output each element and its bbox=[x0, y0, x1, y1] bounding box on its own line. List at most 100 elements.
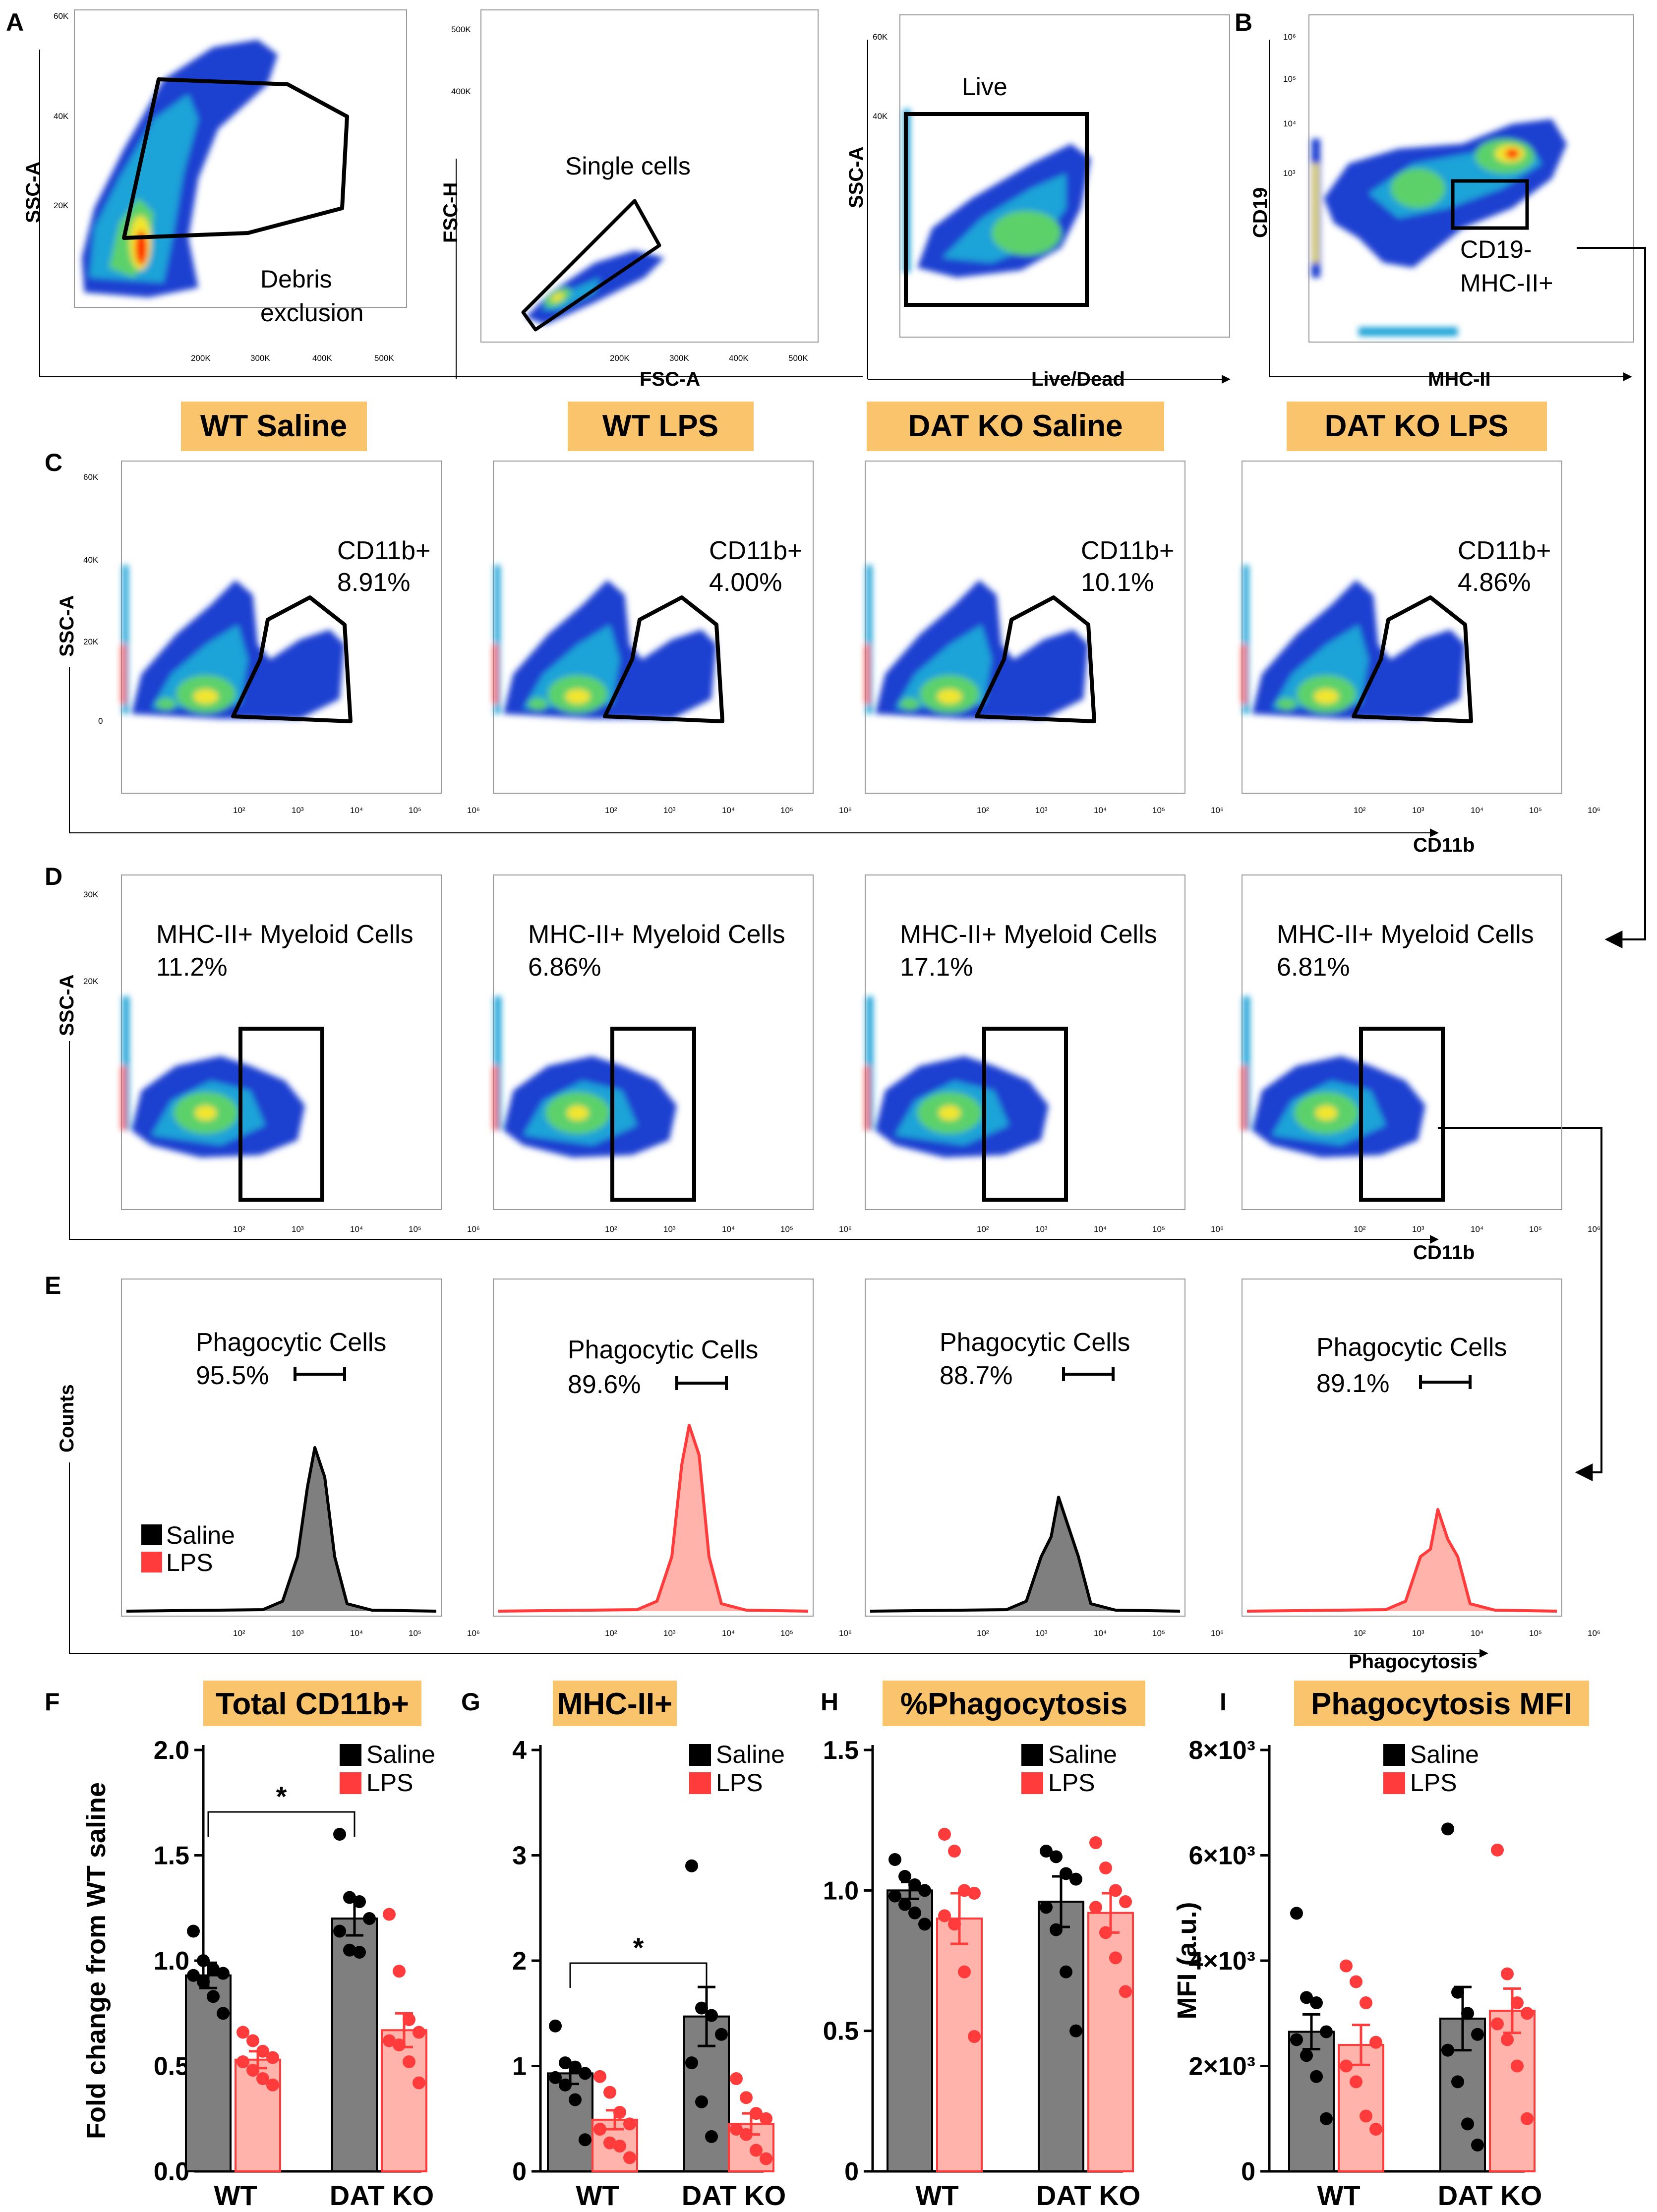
log-tick: 10⁵ bbox=[780, 1224, 793, 1234]
data-point bbox=[1340, 2059, 1353, 2073]
panel-letter-h: H bbox=[821, 1688, 838, 1716]
legend-swatch-saline bbox=[1021, 1744, 1043, 1766]
data-point bbox=[760, 2152, 772, 2165]
data-point bbox=[603, 2136, 616, 2150]
data-point bbox=[207, 1963, 220, 1976]
plot-frame bbox=[121, 461, 442, 794]
data-point bbox=[968, 1887, 981, 1900]
data-point bbox=[413, 2026, 425, 2039]
legend-label-saline: Saline bbox=[166, 1521, 235, 1549]
histogram-curve bbox=[498, 1424, 809, 1613]
phago-gate-bar bbox=[1419, 1375, 1472, 1389]
singlets-x-label: FSC-A bbox=[640, 368, 700, 390]
legend-swatch-saline bbox=[1383, 1744, 1405, 1766]
data-point bbox=[1050, 1923, 1063, 1936]
data-point bbox=[593, 2070, 606, 2083]
data-point bbox=[1089, 1901, 1102, 1914]
legend-swatch-lps bbox=[689, 1772, 711, 1794]
data-point bbox=[740, 2091, 753, 2104]
histogram-curve bbox=[870, 1496, 1181, 1613]
log-tick: 10³ bbox=[292, 806, 304, 815]
legend-swatch-saline bbox=[689, 1744, 711, 1766]
legend-label-lps: LPS bbox=[1410, 1769, 1457, 1797]
group-header: DAT KO LPS bbox=[1325, 409, 1509, 443]
panel-letter-f: F bbox=[45, 1688, 60, 1716]
bar bbox=[1087, 1912, 1134, 2173]
phago-histogram: Phagocytic Cells 88.7% 10² 10³ 10⁴ 10⁵ 10⁶ bbox=[865, 1279, 1224, 1638]
y-tick-label: 0.5 bbox=[823, 2017, 859, 2046]
plot-frame bbox=[121, 1279, 442, 1617]
legend-swatch-lps bbox=[340, 1772, 361, 1794]
header-box bbox=[867, 402, 1164, 451]
mhc-gate-percent: 17.1% bbox=[900, 953, 973, 982]
density-cloud bbox=[1242, 996, 1425, 1158]
phago-gate-percent: 89.1% bbox=[1316, 1369, 1389, 1398]
data-point bbox=[393, 2038, 406, 2051]
log-tick: 10⁶ bbox=[1588, 806, 1600, 815]
data-point bbox=[1451, 2075, 1464, 2089]
log-tick: 10³ bbox=[663, 1224, 676, 1234]
log-tick: 10⁶ bbox=[1211, 806, 1224, 815]
cd11b-gate bbox=[975, 595, 1096, 723]
plot-frame bbox=[493, 1279, 814, 1617]
cd19-y-tick: 10⁵ bbox=[1283, 74, 1296, 84]
mhc-gate bbox=[1359, 1027, 1445, 1202]
row-d-mhc-plots: MHC-II+ Myeloid Cells 11.2% 10² 10³ 10⁴ 10⁵ 10… bbox=[121, 874, 1600, 1234]
density-cloud bbox=[121, 565, 345, 719]
log-tick: 10² bbox=[1354, 1629, 1366, 1638]
y-tick-label: 2 bbox=[512, 1947, 527, 1976]
live-y-tick: 40K bbox=[873, 112, 888, 121]
data-point bbox=[266, 2051, 279, 2064]
log-tick: 10⁴ bbox=[350, 806, 363, 815]
data-point bbox=[1300, 1991, 1313, 2004]
data-point bbox=[685, 1859, 698, 1872]
log-tick: 10⁵ bbox=[1152, 1629, 1165, 1638]
data-point bbox=[730, 2123, 743, 2136]
plot-frame bbox=[1242, 1279, 1562, 1617]
singlets-x-tick: 300K bbox=[669, 353, 689, 363]
log-tick: 10⁴ bbox=[350, 1224, 363, 1234]
log-tick: 10³ bbox=[1412, 1224, 1424, 1234]
singlets-x-tick: 200K bbox=[610, 353, 630, 363]
panel-letter-g: G bbox=[461, 1688, 480, 1716]
row-e-y-label: Counts bbox=[56, 1384, 78, 1453]
significance-bracket bbox=[207, 1811, 355, 1837]
data-point bbox=[948, 1845, 961, 1858]
data-point bbox=[1461, 2007, 1474, 2020]
mhc-gate-percent: 6.86% bbox=[528, 953, 601, 982]
plot-frame bbox=[865, 461, 1185, 794]
density-cloud bbox=[865, 996, 1049, 1158]
data-point bbox=[403, 2013, 415, 2026]
chart-title-box bbox=[883, 1681, 1145, 1726]
data-point bbox=[1360, 2109, 1372, 2123]
data-point bbox=[705, 2130, 718, 2143]
data-point bbox=[266, 2078, 279, 2092]
y-tick-label: 3 bbox=[512, 1842, 527, 1870]
cd11b-gate-percent: 4.00% bbox=[709, 568, 782, 597]
data-point bbox=[1290, 1907, 1303, 1920]
bar-chart-i: Phagocytosis MFI 0 2×10³ 4×10³ 6×10³ 8×10³ MFI… bbox=[1172, 1681, 1589, 2211]
phago-gate-name: Phagocytic Cells bbox=[940, 1328, 1130, 1357]
cd19-y-tick: 10³ bbox=[1283, 169, 1296, 178]
mhc-plot: MHC-II+ Myeloid Cells 11.2% 10² 10³ 10⁴ 10⁵ 10… bbox=[121, 874, 480, 1234]
log-tick: 10⁴ bbox=[1094, 1224, 1107, 1234]
log-tick: 10⁵ bbox=[1529, 1629, 1542, 1638]
category-label: DAT KO bbox=[330, 2180, 434, 2211]
bar bbox=[1489, 2009, 1536, 2172]
data-point bbox=[383, 1908, 396, 1921]
data-point bbox=[343, 1891, 356, 1904]
chart-title: MHC-II+ bbox=[557, 1687, 673, 1721]
row-c-cd11b-plots: CD11b+ 8.91% 10² 10³ 10⁴ 10⁵ 10⁶ CD11b+ 4.00% 10²… bbox=[121, 461, 1600, 815]
row-c-x-label: CD11b bbox=[1413, 834, 1475, 856]
data-point bbox=[1451, 1985, 1464, 1999]
legend-label-lps: LPS bbox=[716, 1769, 763, 1797]
data-point bbox=[559, 2056, 572, 2070]
significance-star: * bbox=[633, 1932, 644, 1963]
data-point bbox=[1040, 1901, 1053, 1914]
data-point bbox=[1511, 1996, 1524, 2009]
debris-y-tick: 40K bbox=[54, 112, 69, 121]
log-tick: 10⁶ bbox=[467, 1224, 480, 1234]
cd19-y-tick: 10⁴ bbox=[1283, 119, 1296, 128]
mhc-gate-name: MHC-II+ Myeloid Cells bbox=[156, 920, 414, 949]
plot-frame bbox=[1242, 874, 1562, 1210]
